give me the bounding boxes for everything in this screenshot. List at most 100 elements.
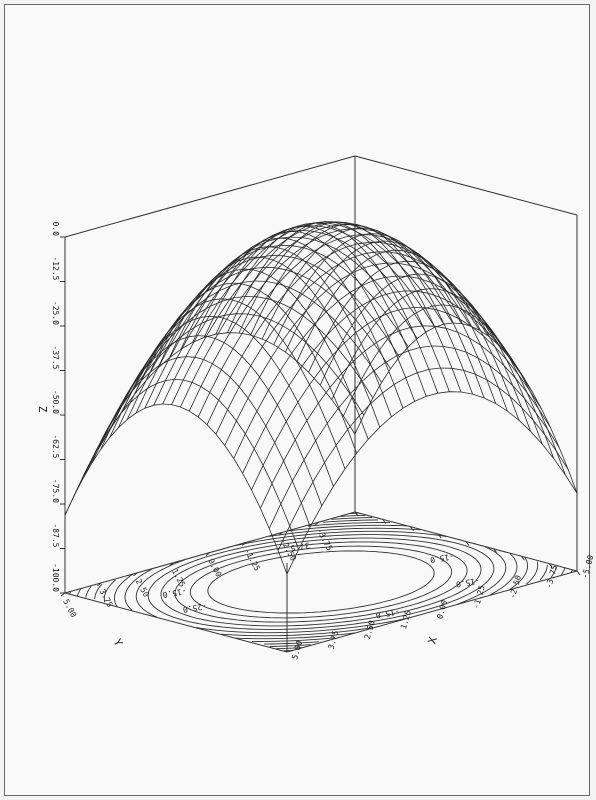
y-tick-3 bbox=[205, 552, 211, 556]
y-tick-label-3: 0.00 bbox=[206, 557, 223, 578]
contour-line-7 bbox=[113, 524, 529, 640]
y-axis-title: Y bbox=[110, 637, 125, 649]
contour-label-2: -25.0 bbox=[182, 601, 207, 614]
y-tick-0 bbox=[314, 521, 320, 526]
z-tick-label-1: -87.5 bbox=[51, 523, 60, 547]
contour-line-2 bbox=[174, 541, 468, 623]
mesh-line-x-19 bbox=[233, 275, 525, 459]
z-tick-label-4: -50.0 bbox=[51, 390, 60, 414]
mesh-line-x-3 bbox=[91, 280, 382, 464]
mesh-line-y-14 bbox=[192, 230, 415, 402]
mesh-line-y-12 bbox=[215, 222, 439, 394]
contour-label-0: -15.0 bbox=[162, 586, 187, 599]
mesh-line-x-24 bbox=[277, 367, 569, 551]
x-tick-8 bbox=[354, 511, 359, 517]
mesh-line-x-8 bbox=[135, 230, 427, 414]
y-tick-7 bbox=[60, 592, 66, 597]
contour-line-3 bbox=[160, 537, 482, 627]
mesh-line-x-22 bbox=[260, 325, 551, 509]
mesh-line-y-21 bbox=[111, 315, 334, 487]
mesh-line-y-7 bbox=[273, 233, 497, 404]
mesh-line-x-18 bbox=[224, 262, 516, 446]
x-tick-5 bbox=[437, 533, 442, 539]
x-tick-label-0: 5.00 bbox=[290, 639, 304, 660]
contour-line-1 bbox=[189, 545, 453, 619]
mesh-line-y-13 bbox=[203, 225, 427, 397]
top-edge-left bbox=[64, 155, 356, 238]
floor-edge-x-max bbox=[286, 570, 578, 653]
z-tick-label-6: -25.0 bbox=[51, 301, 60, 325]
mesh-line-x-9 bbox=[144, 225, 436, 409]
mesh-line-x-25 bbox=[286, 391, 578, 575]
y-tick-6 bbox=[96, 582, 102, 587]
x-tick-2 bbox=[521, 555, 525, 561]
z-tick-label-2: -75.0 bbox=[51, 479, 60, 503]
mesh-line-x-20 bbox=[242, 290, 533, 474]
mesh-line-x-17 bbox=[215, 251, 507, 435]
mesh-line-y-16 bbox=[169, 246, 392, 417]
z-tick-label-5: -37.5 bbox=[51, 345, 60, 369]
mesh-line-x-21 bbox=[251, 307, 542, 491]
mesh-line-x-14 bbox=[188, 228, 480, 412]
surface-mesh bbox=[64, 221, 578, 575]
x-tick-label-8: -5.00 bbox=[580, 554, 595, 580]
contour-label-4: -15.0 bbox=[375, 607, 400, 620]
z-tick-label-3: -62.5 bbox=[51, 434, 60, 458]
x-tick-1 bbox=[548, 563, 553, 568]
contour-line-8 bbox=[103, 522, 539, 642]
mesh-line-y-1 bbox=[343, 304, 566, 476]
y-tick-label-0: -3.75 bbox=[315, 527, 334, 553]
mesh-line-x-16 bbox=[206, 241, 498, 425]
y-tick-4 bbox=[169, 562, 175, 567]
mesh-line-x-15 bbox=[197, 234, 489, 418]
mesh-line-y-11 bbox=[227, 221, 450, 392]
z-tick-label-8: 0.0 bbox=[51, 222, 60, 237]
x-tick-4 bbox=[465, 541, 470, 546]
x-tick-7 bbox=[382, 519, 387, 524]
y-tick-2 bbox=[241, 541, 247, 546]
mesh-line-y-23 bbox=[87, 356, 311, 527]
mesh-line-y-15 bbox=[180, 237, 404, 409]
axis-ticks: -100.0 -87.5 -75.0 -62.5 -50.0 -37.5 -25.0 -12.… bbox=[51, 222, 596, 661]
mesh-line-x-5 bbox=[109, 255, 400, 439]
mesh-line-y-22 bbox=[99, 335, 323, 506]
x-tick-3 bbox=[493, 548, 498, 554]
floor-edge-y-max bbox=[64, 592, 288, 653]
x-tick-label-1: 3.75 bbox=[327, 629, 341, 650]
contour-line-11 bbox=[76, 514, 566, 650]
z-tick-label-7: -12.5 bbox=[51, 256, 60, 280]
mesh-line-y-18 bbox=[145, 268, 369, 440]
mesh-line-y-2 bbox=[331, 288, 555, 459]
mesh-line-x-0 bbox=[64, 332, 356, 516]
mesh-line-y-24 bbox=[76, 378, 299, 550]
contour-label-3: -15.0 bbox=[429, 552, 454, 565]
z-axis-title: Z bbox=[36, 406, 49, 413]
mesh-line-y-6 bbox=[285, 240, 508, 412]
mesh-line-y-3 bbox=[319, 273, 543, 445]
contour-line-0 bbox=[207, 550, 435, 614]
z-tick-label-0: -100.0 bbox=[51, 563, 60, 592]
contour-line-4 bbox=[147, 534, 495, 630]
mesh-line-x-23 bbox=[268, 345, 560, 529]
x-tick-6 bbox=[410, 526, 414, 532]
x-tick-0 bbox=[576, 570, 581, 576]
mesh-line-y-20 bbox=[122, 298, 346, 470]
contour-line-9 bbox=[94, 519, 548, 645]
top-edge-right bbox=[354, 155, 578, 216]
mesh-line-y-19 bbox=[134, 282, 357, 454]
y-tick-label-6: 3.75 bbox=[97, 588, 114, 609]
mesh-line-y-25 bbox=[64, 403, 288, 575]
mesh-line-x-11 bbox=[162, 221, 454, 405]
contour-line-6 bbox=[124, 527, 518, 637]
y-tick-label-7: 5.00 bbox=[61, 598, 78, 619]
contour-line-5 bbox=[135, 530, 507, 634]
x-axis-title: X bbox=[425, 635, 439, 645]
contour-line-12 bbox=[69, 512, 573, 652]
y-tick-1 bbox=[278, 531, 283, 536]
mesh-line-y-4 bbox=[308, 260, 531, 432]
contour-line-10 bbox=[85, 517, 557, 647]
y-tick-5 bbox=[133, 572, 138, 577]
mesh-line-y-8 bbox=[261, 227, 485, 399]
